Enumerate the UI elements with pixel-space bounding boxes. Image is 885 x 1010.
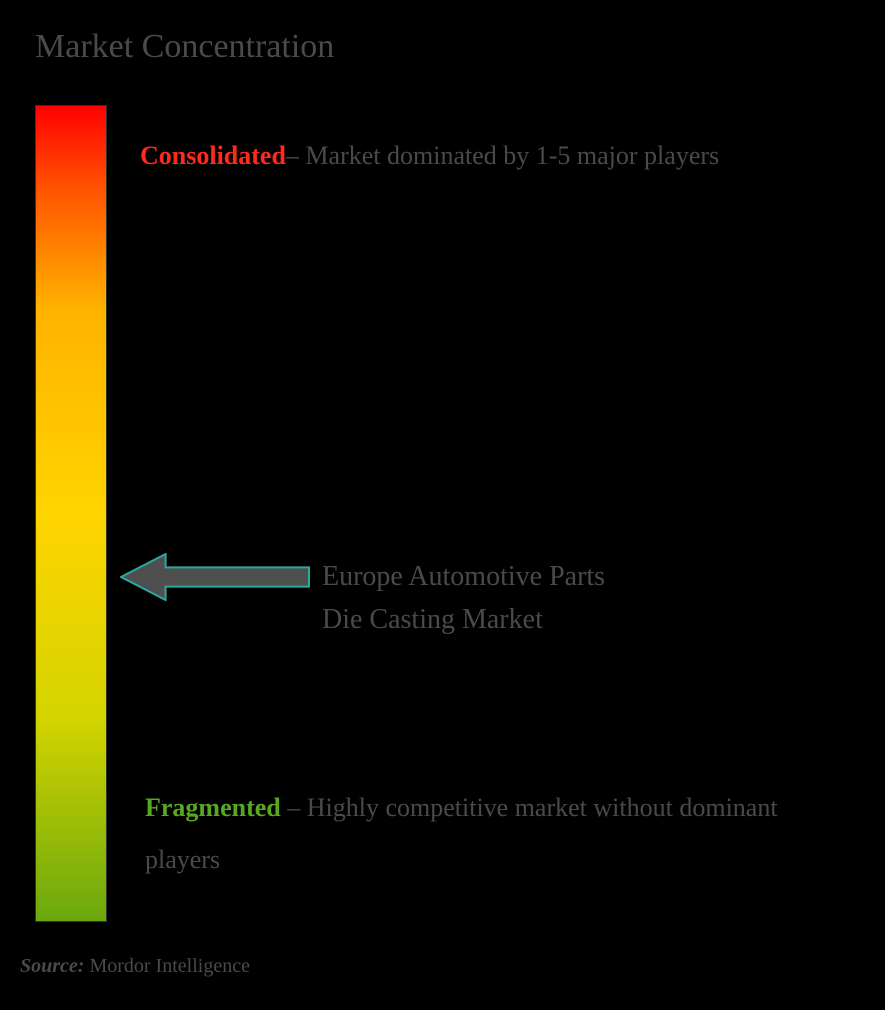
market-pointer-label: Europe Automotive Parts Die Casting Mark… xyxy=(322,555,605,642)
fragmented-label-block: Fragmented – Highly competitive market w… xyxy=(145,782,845,886)
market-pointer-line2: Die Casting Market xyxy=(322,604,543,635)
consolidated-label-block: Consolidated– Market dominated by 1-5 ma… xyxy=(140,130,845,182)
page-title: Market Concentration xyxy=(35,28,334,66)
consolidated-desc: – Market dominated by 1-5 major players xyxy=(286,141,719,170)
source-key: Source: xyxy=(20,955,84,977)
source-line: Source: Mordor Intelligence xyxy=(20,955,250,978)
consolidated-key: Consolidated xyxy=(140,141,286,170)
market-pointer-line1: Europe Automotive Parts xyxy=(322,561,605,592)
concentration-gradient-bar xyxy=(35,105,107,922)
pointer-arrow-icon xyxy=(120,553,310,601)
fragmented-key: Fragmented xyxy=(145,793,281,822)
source-value: Mordor Intelligence xyxy=(84,955,250,977)
market-pointer-block: Europe Automotive Parts Die Casting Mark… xyxy=(120,553,605,642)
